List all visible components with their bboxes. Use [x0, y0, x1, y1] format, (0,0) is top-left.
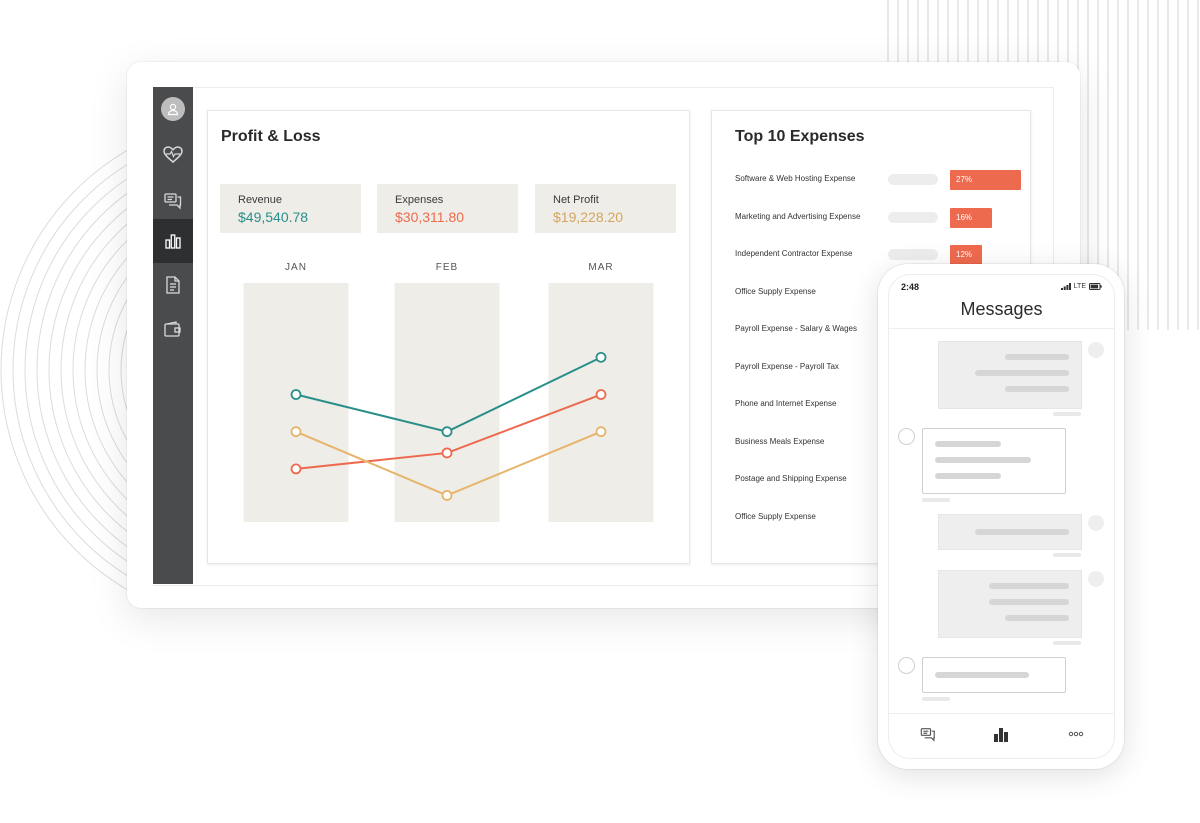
month-column — [243, 283, 349, 522]
data-point[interactable] — [290, 463, 302, 475]
kpi-revenue-value: $49,540.78 — [238, 209, 309, 225]
expense-row[interactable]: Postage and Shipping Expense — [735, 470, 1025, 490]
data-point[interactable] — [441, 426, 453, 438]
data-point[interactable] — [290, 426, 302, 438]
sidebar-item-health[interactable] — [153, 133, 193, 177]
expense-percent-label: 12% — [956, 250, 973, 259]
kpi-net-profit-label: Net Profit — [553, 194, 599, 206]
battery-icon — [1089, 283, 1102, 290]
expense-row[interactable]: Payroll Expense - Payroll Tax — [735, 358, 1025, 378]
message-bubble-outgoing[interactable] — [922, 657, 1066, 693]
sidebar-item-profile[interactable] — [153, 87, 193, 131]
expense-percent-bar: 12% — [950, 245, 982, 265]
data-point[interactable] — [595, 389, 607, 400]
expense-row[interactable]: Office Supply Expense — [735, 508, 1025, 528]
network-label: LTE — [1073, 283, 1086, 290]
profit-loss-title: Profit & Loss — [221, 128, 321, 145]
kpi-net-profit-value: $19,228.20 — [553, 209, 624, 225]
expense-label: Payroll Expense - Payroll Tax — [735, 361, 839, 371]
sidebar-item-reports[interactable] — [153, 219, 193, 263]
data-point[interactable] — [595, 351, 607, 363]
kpi-revenue-label: Revenue — [238, 194, 283, 206]
month-label: JAN — [285, 262, 307, 273]
more-icon — [1068, 731, 1084, 737]
status-bar-right: LTE — [1060, 283, 1102, 290]
expense-label: Independent Contractor Expense — [735, 249, 853, 258]
expense-label: Office Supply Expense — [735, 511, 816, 521]
contact-avatar — [1088, 571, 1104, 587]
expense-label: Payroll Expense - Salary & Wages — [735, 324, 857, 333]
expense-row[interactable]: Marketing and Advertising Expense 16% — [735, 207, 1025, 228]
phone-screen: 2:48 LTE Messages — [888, 274, 1115, 759]
expense-row[interactable]: Independent Contractor Expense 12% — [735, 245, 1025, 265]
document-icon — [166, 276, 180, 294]
message-bubble-incoming[interactable] — [938, 514, 1082, 550]
tab-messages[interactable] — [916, 724, 940, 744]
top-expenses-title: Top 10 Expenses — [735, 128, 865, 145]
expense-row[interactable]: Payroll Expense - Salary & Wages — [735, 320, 1025, 340]
sidebar — [153, 87, 193, 584]
data-point[interactable] — [595, 426, 607, 438]
user-avatar — [898, 657, 915, 674]
profit-loss-chart: JAN FEB MAR — [243, 262, 654, 522]
kpi-revenue[interactable]: Revenue $49,540.78 — [220, 184, 361, 233]
tab-more[interactable] — [1064, 724, 1088, 744]
tab-reports[interactable] — [989, 724, 1013, 744]
expense-track — [888, 174, 938, 185]
kpi-expenses[interactable]: Expenses $30,311.80 — [377, 184, 518, 233]
message-bubble-outgoing[interactable] — [922, 428, 1066, 494]
expense-row[interactable]: Phone and Internet Expense — [735, 395, 1025, 415]
contact-avatar — [1088, 342, 1104, 358]
messages-header-divider — [889, 328, 1114, 329]
chat-icon — [164, 193, 182, 210]
messages-title: Messages — [960, 299, 1043, 319]
contact-avatar — [1088, 515, 1104, 531]
expense-row[interactable]: Office Supply Expense — [735, 283, 1025, 303]
month-label: MAR — [588, 262, 613, 273]
expense-percent-bar: 27% — [950, 170, 1021, 190]
data-point[interactable] — [290, 389, 302, 400]
expense-label: Marketing and Advertising Expense — [735, 211, 861, 221]
expense-percent-bar: 16% — [950, 207, 992, 228]
kpi-expenses-value: $30,311.80 — [395, 209, 465, 225]
month-column — [394, 283, 500, 522]
data-point[interactable] — [441, 490, 453, 501]
chat-icon — [920, 727, 935, 742]
user-avatar — [898, 428, 915, 445]
bar-chart-icon — [994, 727, 1008, 742]
bar-chart-icon — [165, 234, 181, 249]
expense-track — [888, 211, 938, 223]
expense-track — [888, 249, 938, 260]
expense-label: Postage and Shipping Expense — [735, 474, 847, 483]
month-column — [548, 283, 654, 522]
phone-mockup: 2:48 LTE Messages — [878, 264, 1124, 769]
user-icon — [161, 97, 185, 121]
expense-label: Business Meals Expense — [735, 436, 825, 446]
data-point[interactable] — [441, 447, 453, 459]
wallet-icon — [164, 321, 181, 337]
message-bubble-incoming[interactable] — [938, 341, 1082, 409]
expense-label: Phone and Internet Expense — [735, 399, 837, 408]
expense-row[interactable]: Software & Web Hosting Expense 27% — [735, 170, 1025, 190]
expense-label: Office Supply Expense — [735, 286, 816, 296]
expense-percent-label: 27% — [956, 175, 973, 184]
status-time: 2:48 — [901, 282, 920, 292]
kpi-net-profit[interactable]: Net Profit $19,228.20 — [535, 184, 676, 233]
signal-icon — [1060, 283, 1071, 290]
sidebar-item-wallet[interactable] — [153, 307, 193, 351]
message-bubble-incoming[interactable] — [938, 570, 1082, 638]
heart-pulse-icon — [163, 146, 183, 163]
sidebar-item-documents[interactable] — [153, 263, 193, 307]
phone-tab-bar — [889, 713, 1114, 758]
expense-percent-label: 16% — [956, 212, 973, 222]
expense-row[interactable]: Business Meals Expense — [735, 433, 1025, 453]
kpi-expenses-label: Expenses — [395, 194, 444, 206]
sidebar-item-messages[interactable] — [153, 179, 193, 223]
month-label: FEB — [436, 262, 458, 273]
expense-label: Software & Web Hosting Expense — [735, 174, 856, 183]
